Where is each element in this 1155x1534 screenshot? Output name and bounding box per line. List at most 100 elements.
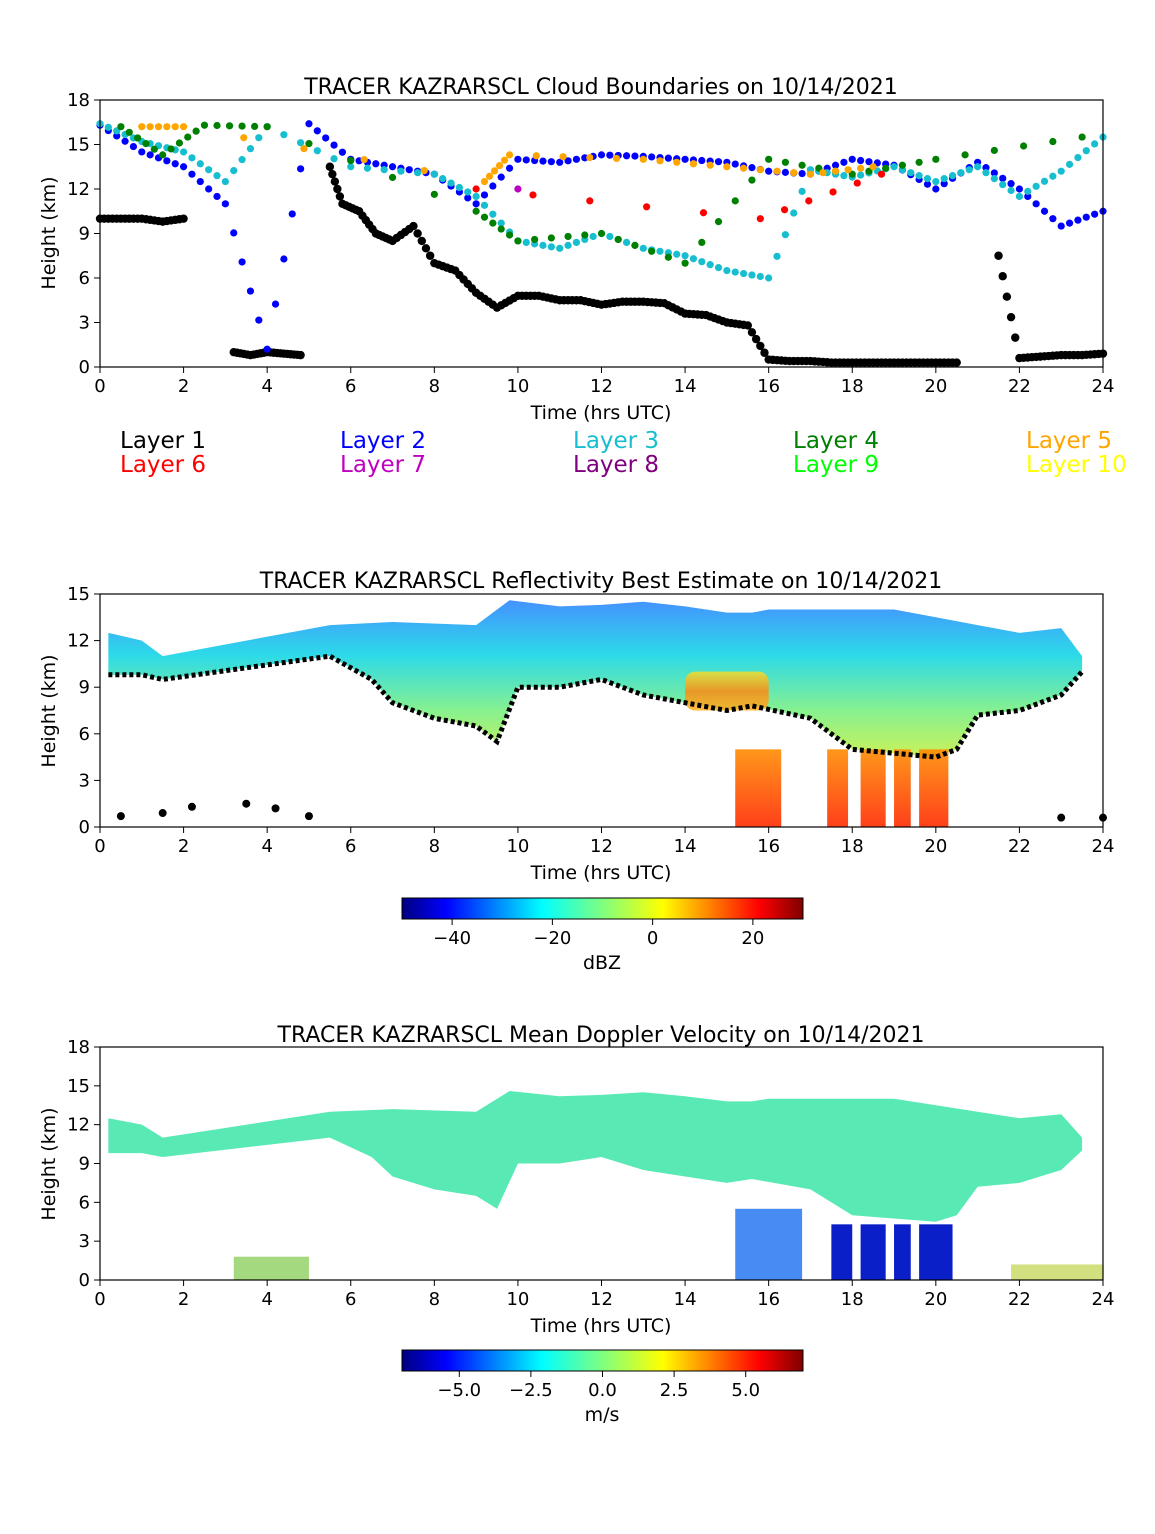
data-point [994,251,1003,260]
data-point [514,155,522,163]
data-point [230,167,238,175]
data-point [104,123,112,131]
data-point [322,134,330,142]
data-point [869,163,877,171]
data-point [347,156,355,165]
data-point [965,166,973,174]
data-point [798,187,806,195]
data-point [982,169,990,177]
x-tick-label: 16 [757,836,780,857]
data-point [586,197,594,205]
data-point [756,272,764,281]
x-tick-label: 14 [674,376,697,397]
x-tick-label: 6 [345,1289,356,1310]
data-point [706,261,714,269]
data-point [472,207,480,215]
y-tick-label: 3 [79,1231,90,1252]
colorbar-ticks: −5.0 −2.5 0.0 2.5 5.0 [437,1371,760,1401]
colorbar-tick-label: −20 [533,928,571,949]
precip-shaft [735,749,782,827]
cloud-velocity [108,1091,1083,1222]
data-point [522,238,530,246]
data-point [420,167,428,175]
y-tick-label: 3 [79,770,90,791]
x-axis: 0 2 4 6 8 10 12 14 16 18 20 22 24 [94,367,1114,397]
precip-shaft [919,749,949,827]
data-point [179,123,188,131]
data-point [781,231,789,239]
data-point [614,235,622,244]
x-tick-label: 12 [590,1289,613,1310]
data-point [251,122,259,131]
data-point [1040,207,1049,215]
data-point [622,152,631,160]
data-point [187,802,196,811]
data-point [500,156,509,164]
colorbar-label: m/s [585,1404,620,1426]
data-point [146,151,154,159]
data-point [138,148,146,156]
cloud-boundaries-panel: TRACER KAZRARSCL Cloud Boundaries on 10/… [38,75,1114,424]
y-tick-label: 12 [67,631,90,652]
y-tick-label: 15 [67,1076,90,1097]
data-point [179,148,188,156]
data-point [748,271,756,279]
x-tick-label: 2 [178,836,189,857]
data-point [1049,172,1057,180]
data-point [221,177,229,186]
data-point [330,155,338,163]
data-point [205,185,213,193]
data-point [805,197,813,205]
data-point [121,137,129,145]
data-point [1002,292,1012,301]
data-point [673,158,681,166]
data-point [1011,333,1020,342]
precip-shaft [827,749,849,827]
x-tick-label: 4 [261,836,272,857]
data-point [313,127,321,135]
data-point [739,269,748,278]
data-point [597,151,606,159]
x-tick-label: 22 [1008,1289,1031,1310]
data-point [547,243,555,251]
data-point [765,274,773,282]
plot-area [95,120,1108,367]
data-point [639,155,647,163]
data-point [397,167,405,175]
x-axis: 0 2 4 6 8 10 12 14 16 18 20 22 24 [94,1280,1114,1310]
data-point [606,232,614,241]
data-point [714,158,723,166]
data-point [1057,222,1065,230]
data-point [974,163,982,171]
low-cloud [1011,1264,1103,1280]
data-point [117,123,125,131]
data-point [564,157,572,165]
data-point [490,167,499,175]
x-tick-label: 18 [841,376,864,397]
data-point [146,123,154,131]
data-point [806,170,815,178]
colorbar-gradient [401,897,804,920]
colorbar: −5.0 −2.5 0.0 2.5 5.0 m/s [401,1349,804,1426]
data-point [505,151,514,159]
data-point [597,229,606,238]
data-point [213,121,221,130]
data-point [748,164,756,172]
data-point [656,157,664,165]
data-point [714,264,723,272]
data-point [572,238,581,246]
data-point [213,192,221,201]
precip-shaft [919,1224,953,1280]
data-point [1032,200,1040,208]
x-axis-label: Time (hrs UTC) [530,862,672,884]
data-point [129,142,138,151]
data-point [1065,219,1074,227]
data-point [1015,192,1024,201]
reflectivity-panel: TRACER KAZRARSCL Reflectivity Best Estim… [38,569,1114,974]
data-point [765,155,773,163]
data-point [497,219,505,227]
data-point [472,185,480,193]
data-point [297,139,305,147]
data-point [388,163,397,171]
data-point [447,179,455,187]
